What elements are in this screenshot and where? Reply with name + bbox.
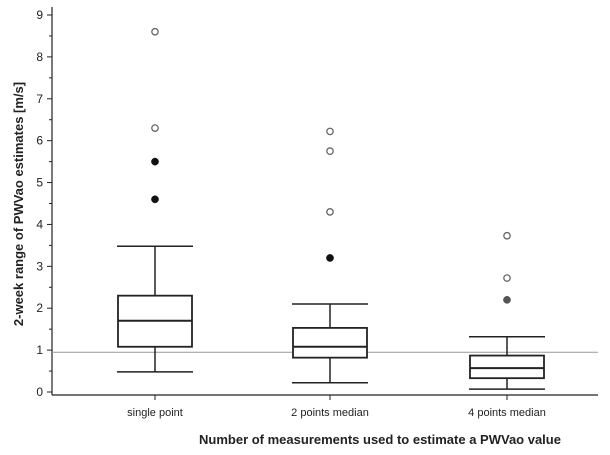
y-axis-title: 2-week range of PWVao estimates [m/s]	[11, 82, 26, 326]
y-tick-label: 4	[36, 217, 43, 231]
y-tick-label: 0	[36, 385, 43, 399]
iqr-box	[292, 327, 368, 359]
outlier-open	[326, 127, 334, 136]
outlier-filled	[326, 254, 334, 262]
outlier-filled	[503, 295, 511, 304]
box-group	[292, 127, 368, 384]
x-tick-label: 4 points median	[468, 407, 546, 419]
y-tick-label: 2	[36, 301, 43, 315]
y-tick-label: 1	[36, 343, 43, 357]
outlier-open	[151, 27, 159, 36]
outlier-open	[326, 208, 334, 216]
x-tick-label: single point	[127, 407, 183, 419]
x-axis-title: Number of measurements used to estimate …	[199, 432, 561, 447]
plot-marks	[52, 27, 598, 390]
outlier-filled	[151, 195, 159, 204]
y-tick-label: 9	[36, 8, 43, 22]
box-group	[469, 231, 545, 390]
outlier-open	[503, 231, 511, 240]
x-axis: single point 2 points median 4 points medi…	[52, 394, 598, 419]
y-axis: 0 1 2 3 4 5 6 7 8 9	[36, 7, 53, 399]
y-tick-label: 6	[36, 134, 43, 148]
outlier-open	[326, 147, 334, 155]
y-tick-label: 7	[36, 92, 43, 106]
y-tick-label: 3	[36, 259, 43, 273]
outlier-open	[503, 274, 511, 282]
box-group	[117, 27, 193, 373]
outlier-filled	[151, 157, 159, 166]
iqr-box	[469, 354, 545, 380]
y-tick-label: 5	[36, 176, 43, 190]
outlier-open	[151, 124, 159, 132]
y-tick-label: 8	[36, 50, 43, 64]
x-tick-label: 2 points median	[291, 407, 369, 419]
